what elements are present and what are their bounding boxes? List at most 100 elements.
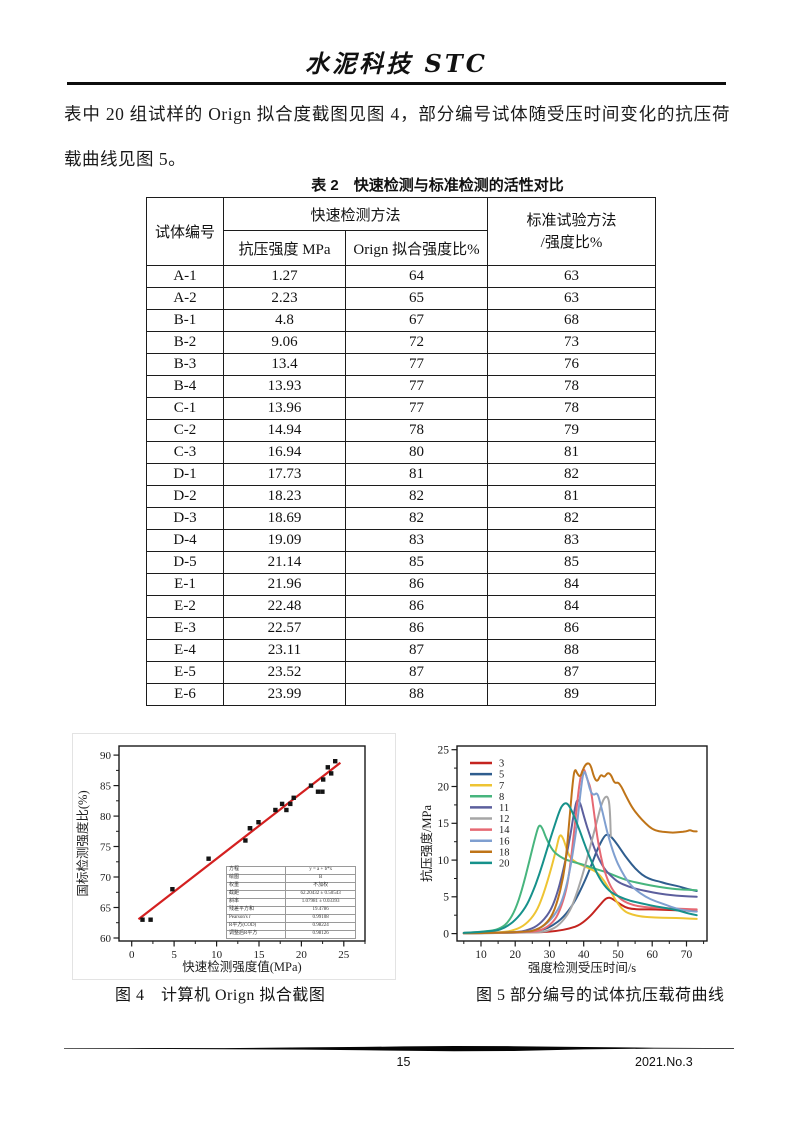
footer-rule: [64, 1046, 734, 1052]
fig5-figure: 10 20 30 40 50 60 70 0 5 10 15 20 25 强度检测受压时间/s 抗压强度/M…: [419, 733, 740, 978]
cell-strength: 19.09: [223, 529, 346, 552]
cell-standard-ratio: 78: [487, 397, 657, 420]
svg-text:20: 20: [509, 949, 521, 961]
cell-specimen: D-3: [146, 507, 224, 530]
cell-specimen: E-4: [146, 639, 224, 662]
cell-specimen: C-3: [146, 441, 224, 464]
svg-text:60: 60: [646, 949, 658, 961]
cell-orign-ratio: 67: [344, 309, 489, 332]
cell-standard-ratio: 82: [487, 507, 657, 530]
svg-text:0: 0: [129, 949, 135, 961]
inset-stat-label: R平方(COD): [225, 921, 287, 931]
svg-text:90: 90: [100, 750, 112, 762]
cell-strength: 4.8: [223, 309, 346, 332]
cell-standard-ratio: 87: [487, 661, 657, 684]
cell-orign-ratio: 85: [344, 551, 489, 574]
svg-text:8: 8: [499, 792, 504, 803]
svg-text:20: 20: [296, 949, 308, 961]
header-rule: [67, 82, 726, 85]
fig5-caption: 图 5 部分编号的试体抗压载荷曲线: [476, 987, 725, 1004]
cell-standard-ratio: 84: [487, 595, 657, 618]
cell-strength: 13.4: [223, 353, 346, 376]
cell-orign-ratio: 64: [344, 265, 489, 288]
cell-strength: 17.73: [223, 463, 346, 486]
cell-strength: 21.14: [223, 551, 346, 574]
svg-text:80: 80: [100, 811, 112, 823]
cell-strength: 18.69: [223, 507, 346, 530]
activity-table-body: A-1 1.27 64 63 A-2 2.23 65 63 B-1 4.8 67…: [146, 265, 657, 706]
activity-table-header: 试体编号 快速检测方法 标准试验方法 /强度比% 抗压强度 MPa Orign …: [146, 197, 657, 266]
cell-standard-ratio: 63: [487, 265, 657, 288]
table-row: E-2 22.48 86 84: [146, 595, 657, 618]
svg-text:85: 85: [100, 780, 112, 792]
cell-orign-ratio: 88: [344, 683, 489, 706]
svg-text:10: 10: [438, 855, 450, 867]
table-row: E-1 21.96 86 84: [146, 573, 657, 596]
cell-strength: 13.96: [223, 397, 346, 420]
inset-stat-value: 不加权: [285, 881, 356, 891]
svg-text:20: 20: [438, 781, 450, 793]
inset-stat-row: 绘图 B: [225, 873, 356, 883]
cell-standard-ratio: 79: [487, 419, 657, 442]
cell-specimen: C-2: [146, 419, 224, 442]
table-row: B-1 4.8 67 68: [146, 309, 657, 332]
table-caption: 表 2 快速检测与标准检测的活性对比: [311, 177, 564, 194]
inset-stat-row: 斜率 1.07981 ± 0.03393: [225, 897, 356, 907]
cell-specimen: B-4: [146, 375, 224, 398]
svg-text:65: 65: [100, 902, 112, 914]
cell-standard-ratio: 84: [487, 573, 657, 596]
cell-standard-ratio: 63: [487, 287, 657, 310]
cell-orign-ratio: 83: [344, 529, 489, 552]
inset-stat-value: y = a + b*x: [285, 866, 356, 875]
svg-text:抗压强度/MPa: 抗压强度/MPa: [420, 805, 434, 883]
cell-standard-ratio: 76: [487, 353, 657, 376]
cell-specimen: D-5: [146, 551, 224, 574]
cell-orign-ratio: 86: [344, 573, 489, 596]
svg-text:18: 18: [499, 847, 510, 858]
svg-text:0: 0: [443, 928, 449, 940]
inset-stat-value: 0.99108: [285, 913, 356, 923]
cell-standard-ratio: 89: [487, 683, 657, 706]
cell-standard-ratio: 86: [487, 617, 657, 640]
svg-text:20: 20: [499, 859, 510, 870]
svg-text:3: 3: [499, 759, 504, 770]
cell-specimen: D-2: [146, 485, 224, 508]
table-row: A-1 1.27 64 63: [146, 265, 657, 288]
cell-strength: 23.99: [223, 683, 346, 706]
cell-specimen: B-3: [146, 353, 224, 376]
fig4-figure: 0 5 10 15 20 25 60 65 70 75 80 85 90 快速检测强度值(MPa) 国标检测…: [72, 733, 396, 980]
svg-text:强度检测受压时间/s: 强度检测受压时间/s: [528, 960, 636, 975]
cell-orign-ratio: 81: [344, 463, 489, 486]
inset-stat-row: R平方(COD) 0.98224: [225, 921, 356, 931]
table-row: E-4 23.11 87 88: [146, 639, 657, 662]
cell-orign-ratio: 77: [344, 397, 489, 420]
cell-standard-ratio: 73: [487, 331, 657, 354]
journal-title: 水泥科技 STC: [305, 49, 488, 78]
table-row: C-2 14.94 78 79: [146, 419, 657, 442]
svg-text:12: 12: [499, 814, 510, 825]
inset-stat-row: Pearson's r 0.99108: [225, 913, 356, 923]
cell-strength: 23.52: [223, 661, 346, 684]
svg-text:25: 25: [438, 745, 450, 757]
cell-specimen: B-1: [146, 309, 224, 332]
svg-text:16: 16: [499, 836, 510, 847]
table-row: E-5 23.52 87 87: [146, 661, 657, 684]
svg-text:70: 70: [100, 872, 112, 884]
table-row: C-1 13.96 77 78: [146, 397, 657, 420]
cell-strength: 18.23: [223, 485, 346, 508]
cell-standard-ratio: 82: [487, 463, 657, 486]
fig4-caption: 图 4 计算机 Orign 拟合截图: [115, 987, 326, 1004]
cell-standard-ratio: 81: [487, 485, 657, 508]
svg-text:40: 40: [578, 949, 590, 961]
header-quick-group: 快速检测方法: [222, 197, 489, 231]
cell-strength: 9.06: [223, 331, 346, 354]
inset-stat-row: 残差平方和 19.4786: [225, 905, 356, 915]
header-orign-ratio: Orign 拟合强度比%: [344, 230, 489, 266]
table-row: C-3 16.94 80 81: [146, 441, 657, 464]
cell-standard-ratio: 81: [487, 441, 657, 464]
cell-specimen: E-5: [146, 661, 224, 684]
inset-stat-label: 截距: [225, 889, 287, 899]
cell-strength: 1.27: [223, 265, 346, 288]
page-number: 15: [396, 1055, 411, 1069]
